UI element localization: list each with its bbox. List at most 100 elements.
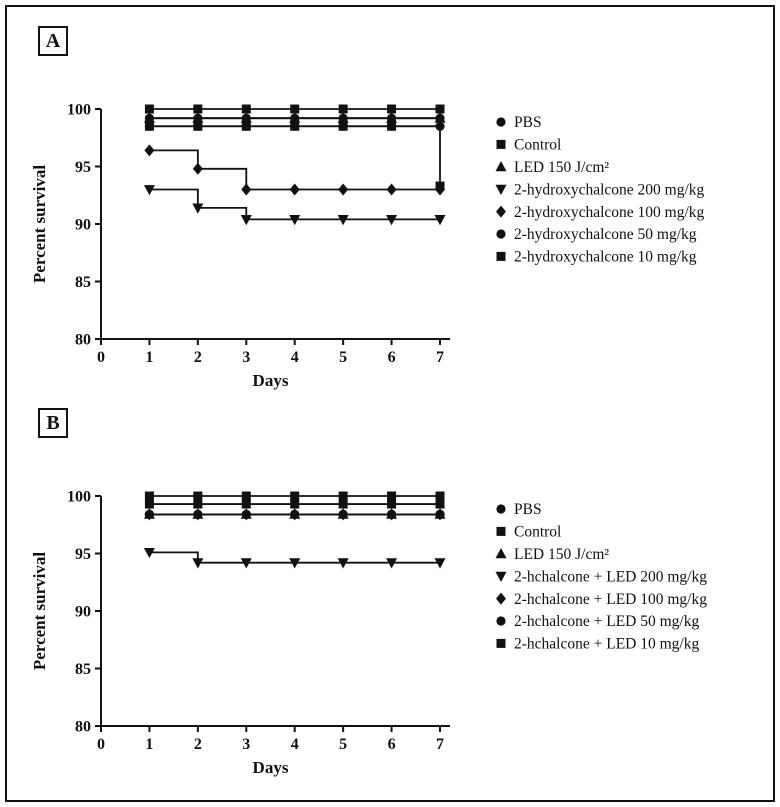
marker-circle [386, 509, 397, 519]
marker-diamond [241, 183, 252, 196]
marker-square [144, 499, 154, 509]
marker-circle [435, 509, 445, 519]
marker-triangle-up [434, 112, 446, 123]
x-tick-label: 3 [242, 736, 250, 753]
marker-triangle-up [495, 548, 507, 559]
x-tick-label: 2 [194, 349, 202, 366]
series-line [149, 551, 440, 564]
y-tick-label: 85 [75, 661, 91, 678]
legend-item-label: PBS [514, 501, 542, 518]
marker-triangle-down [240, 215, 252, 226]
marker-triangle-down [495, 184, 507, 195]
legend-item-label: 2-hchalcone + LED 50 mg/kg [514, 613, 699, 630]
marker-square [290, 121, 300, 131]
marker-triangle-up [289, 112, 301, 123]
x-tick-label: 5 [339, 349, 347, 366]
marker-triangle-down [143, 547, 155, 559]
marker-diamond [496, 205, 506, 218]
legend-item-label: LED 150 J/cm² [514, 546, 609, 563]
marker-square [290, 499, 300, 509]
panel-b-label: B [38, 408, 68, 438]
marker-triangle-up [143, 112, 155, 123]
marker-square [290, 491, 300, 501]
legend-item-label: 2-hydroxychalcone 50 mg/kg [514, 226, 697, 243]
y-axis-title: Percent survival [30, 165, 49, 283]
marker-triangle-down [495, 571, 507, 582]
marker-triangle-down [434, 215, 446, 226]
marker-square [496, 638, 506, 648]
y-tick-label: 90 [75, 217, 91, 234]
x-tick-label: 7 [436, 349, 444, 366]
legend-item-label: 2-hchalcone + LED 10 mg/kg [514, 636, 699, 653]
marker-triangle-down [192, 203, 204, 214]
series-line [149, 125, 441, 187]
marker-square [338, 121, 348, 131]
marker-square [290, 104, 300, 114]
legend-item-label: LED 150 J/cm² [514, 159, 609, 176]
legend-item-label: 2-hydroxychalcone 100 mg/kg [514, 204, 705, 221]
x-tick-label: 3 [242, 349, 250, 366]
y-tick-label: 80 [75, 719, 91, 736]
marker-triangle-down [337, 215, 349, 226]
marker-square [435, 181, 445, 191]
marker-circle [496, 229, 506, 239]
marker-triangle-up [386, 112, 398, 123]
marker-circle [144, 509, 155, 519]
marker-diamond [338, 183, 349, 196]
marker-square [387, 499, 397, 509]
marker-circle [290, 509, 300, 519]
marker-square [193, 491, 203, 501]
legend: PBS Control LED 150 J/cm² 2-hydroxychalcone… [495, 114, 705, 266]
x-tick-label: 1 [145, 736, 153, 753]
marker-square [193, 121, 203, 131]
x-tick-label: 0 [97, 736, 105, 753]
y-axis-title: Percent survival [30, 552, 49, 670]
marker-square [496, 526, 506, 536]
marker-triangle-up [240, 112, 252, 123]
marker-square [435, 491, 445, 501]
marker-square [338, 499, 348, 509]
y-tick-label: 80 [75, 332, 91, 349]
marker-triangle-up [495, 161, 507, 172]
marker-triangle-down [386, 558, 398, 569]
axes [100, 496, 450, 727]
marker-triangle-down [289, 215, 301, 226]
x-tick-label: 6 [388, 736, 396, 753]
survival-chart-b: 0 1 2 3 4 5 6 7 80 85 90 95 100 Days Percent survival P… [30, 489, 707, 778]
panel-a-label: A [38, 26, 68, 56]
marker-triangle-up [337, 112, 349, 123]
marker-square [241, 121, 251, 131]
marker-triangle-down [337, 558, 349, 569]
marker-square [241, 491, 251, 501]
axes [100, 109, 450, 340]
marker-circle [496, 504, 506, 514]
marker-diamond [144, 144, 155, 157]
legend: PBS Control LED 150 J/cm² 2-hchalcone + LED… [495, 501, 707, 653]
x-tick-label: 4 [291, 736, 299, 753]
marker-triangle-down [143, 185, 155, 196]
marker-square [435, 104, 445, 114]
marker-diamond [496, 592, 506, 605]
x-axis-title: Days [253, 758, 289, 777]
marker-diamond [289, 183, 300, 196]
x-tick-label: 1 [145, 349, 153, 366]
x-tick-label: 5 [339, 736, 347, 753]
marker-square [338, 491, 348, 501]
marker-triangle-down [240, 558, 252, 569]
legend-item-label: 2-hydroxychalcone 10 mg/kg [514, 249, 697, 266]
x-tick-label: 6 [388, 349, 396, 366]
y-tick-label: 90 [75, 604, 91, 621]
marker-square [144, 491, 154, 501]
marker-circle [193, 509, 203, 519]
marker-square [241, 104, 251, 114]
marker-circle [496, 117, 506, 127]
y-tick-label: 95 [75, 159, 91, 176]
marker-diamond [386, 183, 397, 196]
marker-diamond [192, 162, 203, 175]
y-tick-label: 100 [67, 102, 91, 119]
marker-square [496, 139, 506, 149]
marker-triangle-down [289, 558, 301, 569]
marker-triangle-down [192, 558, 204, 569]
marker-square [338, 104, 348, 114]
